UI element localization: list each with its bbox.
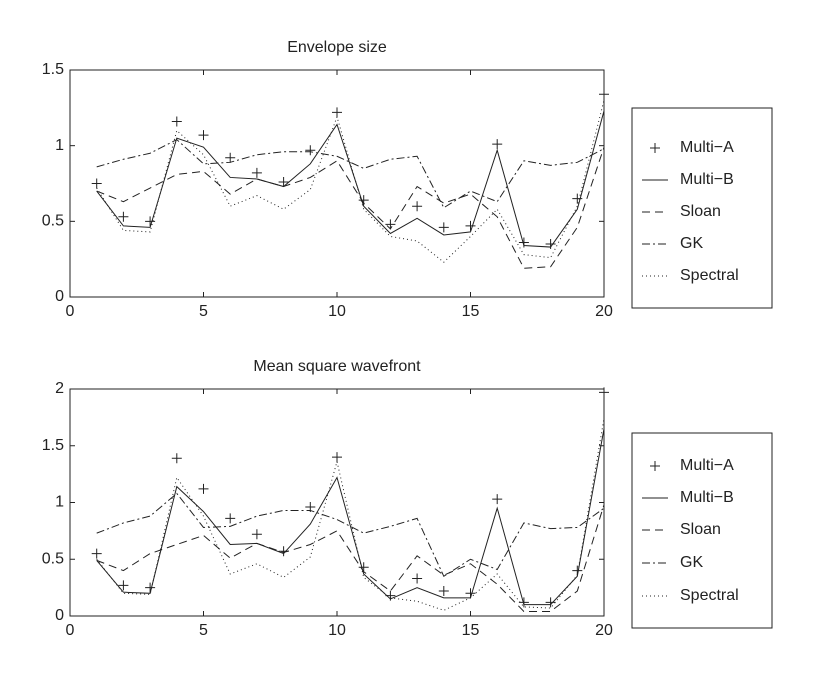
- marker: [492, 139, 503, 150]
- y-tick-label: 1: [55, 494, 64, 511]
- y-tick-label: 0: [55, 607, 64, 624]
- marker: [225, 152, 236, 163]
- marker: [412, 201, 423, 212]
- legend-label: Multi−A: [680, 457, 734, 474]
- marker: [412, 573, 423, 584]
- x-tick-label: 20: [595, 303, 613, 320]
- legend-marker: [650, 143, 660, 153]
- x-tick-label: 15: [462, 303, 480, 320]
- y-tick-label: 0: [55, 288, 64, 305]
- plot-area: [69, 388, 605, 617]
- marker: [358, 562, 369, 573]
- marker: [91, 548, 102, 559]
- x-tick-label: 15: [462, 622, 480, 639]
- legend-label: Multi−A: [680, 139, 734, 156]
- marker: [145, 216, 156, 227]
- x-tick-label: 5: [199, 622, 208, 639]
- marker: [492, 494, 503, 505]
- marker: [171, 453, 182, 464]
- y-tick-label: 0.5: [42, 213, 64, 230]
- legend-marker: [650, 461, 660, 471]
- y-tick-label: 1.5: [42, 61, 64, 78]
- marker: [225, 513, 236, 524]
- marker: [332, 452, 342, 463]
- x-tick-label: 20: [595, 622, 613, 639]
- marker: [198, 483, 209, 494]
- marker: [599, 387, 609, 398]
- chart-title: Mean square wavefront: [253, 358, 421, 375]
- series-line: [96, 100, 605, 263]
- marker: [91, 178, 102, 189]
- marker: [518, 597, 529, 608]
- legend-label: GK: [680, 554, 703, 571]
- plot-area: [69, 69, 605, 298]
- marker: [198, 130, 209, 141]
- marker: [171, 116, 182, 127]
- legend-label: Sloan: [680, 521, 721, 538]
- marker: [305, 145, 316, 156]
- y-tick-label: 1: [55, 137, 64, 154]
- series-line: [96, 110, 605, 248]
- x-tick-label: 5: [199, 303, 208, 320]
- marker: [438, 586, 449, 597]
- series-line: [96, 139, 605, 209]
- chart-title: Envelope size: [287, 39, 387, 56]
- series-line: [96, 492, 605, 578]
- legend-label: Sloan: [680, 203, 721, 220]
- x-tick-label: 10: [328, 303, 346, 320]
- marker: [438, 222, 449, 233]
- legend-label: GK: [680, 235, 703, 252]
- y-tick-label: 0.5: [42, 550, 64, 567]
- series-line: [96, 428, 605, 606]
- legend-box: [631, 107, 773, 309]
- legend-label: Spectral: [680, 267, 739, 284]
- marker: [278, 176, 289, 187]
- series-line: [96, 147, 605, 269]
- marker: [118, 211, 129, 222]
- marker: [465, 220, 476, 231]
- marker: [251, 167, 262, 178]
- marker: [545, 597, 556, 608]
- x-tick-label: 10: [328, 622, 346, 639]
- marker: [599, 89, 609, 100]
- marker: [118, 580, 129, 591]
- marker: [385, 219, 396, 230]
- series-line: [96, 504, 605, 612]
- y-tick-label: 2: [55, 380, 64, 397]
- legend-label: Multi−B: [680, 171, 734, 188]
- x-tick-label: 0: [66, 622, 75, 639]
- marker: [145, 582, 156, 593]
- marker: [251, 529, 262, 540]
- x-tick-label: 0: [66, 303, 75, 320]
- legend-label: Multi−B: [680, 489, 734, 506]
- y-tick-label: 1.5: [42, 437, 64, 454]
- legend-label: Spectral: [680, 587, 739, 604]
